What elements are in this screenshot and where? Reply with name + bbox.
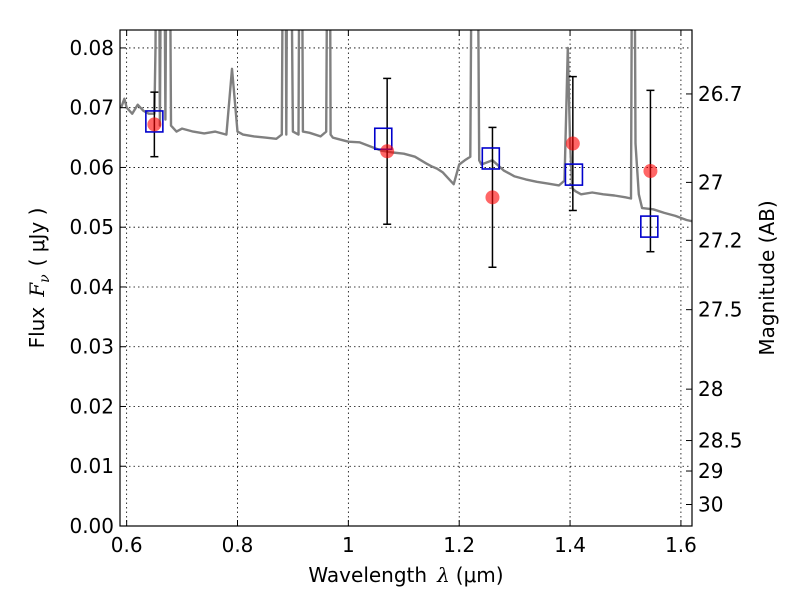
y-tick-label: 0.05 [69, 215, 114, 239]
spectrum-line [120, 30, 692, 223]
y2-tick-label: 29 [698, 459, 723, 483]
x-tick-label: 0.6 [111, 533, 143, 557]
model-photometry-point [640, 215, 659, 238]
y-axis: 0.00 0.01 0.02 0.03 0.04 0.05 0.06 0.07 0.08 [69, 36, 126, 538]
observed-point [485, 190, 500, 205]
y-tick-label: 0.01 [69, 454, 114, 478]
y-tick-label: 0.00 [69, 514, 114, 538]
y-tick-label: 0.06 [69, 155, 114, 179]
model-photometry-point [481, 147, 501, 170]
x-tick-label: 1.4 [554, 533, 586, 557]
observed-point [643, 164, 658, 179]
y-tick-label: 0.04 [69, 275, 114, 299]
x-tick-label: 1.2 [443, 533, 475, 557]
y2-tick-label: 28 [698, 377, 723, 401]
plot-frame [119, 29, 693, 527]
y2-tick-label: 27 [698, 170, 723, 194]
y2-tick-label: 28.5 [698, 429, 743, 453]
model-photometry-point [145, 110, 164, 133]
grid-lines [120, 30, 692, 526]
observed-point [380, 144, 395, 159]
y2-tick-label: 26.7 [698, 82, 743, 106]
observed-points [147, 117, 658, 205]
x-axis-label: Wavelength λ (μm) [308, 563, 503, 587]
x-axis: 0.6 0.8 1 1.2 1.4 1.6 [111, 30, 697, 557]
x-tick-label: 1 [342, 533, 355, 557]
y-tick-label: 0.08 [69, 36, 114, 60]
y2-axis-label: Magnitude (AB) [755, 200, 779, 355]
observed-point [565, 136, 580, 151]
x-tick-label: 0.8 [222, 533, 254, 557]
y-tick-label: 0.03 [69, 335, 114, 359]
y-tick-label: 0.02 [69, 394, 114, 418]
y-tick-label: 0.07 [69, 96, 114, 120]
y2-tick-label: 27.5 [698, 298, 743, 322]
y2-tick-label: 30 [698, 492, 723, 516]
model-photometry-point [564, 163, 584, 186]
y2-tick-label: 27.2 [698, 228, 743, 252]
model-spectrum [120, 30, 692, 223]
y-axis-label: FluxFν( μJy ) [25, 208, 53, 349]
x-tick-label: 1.6 [665, 533, 697, 557]
y2-axis: 26.7 27 27.2 27.5 28 28.5 29 30 [686, 82, 743, 516]
observed-point [147, 117, 162, 132]
